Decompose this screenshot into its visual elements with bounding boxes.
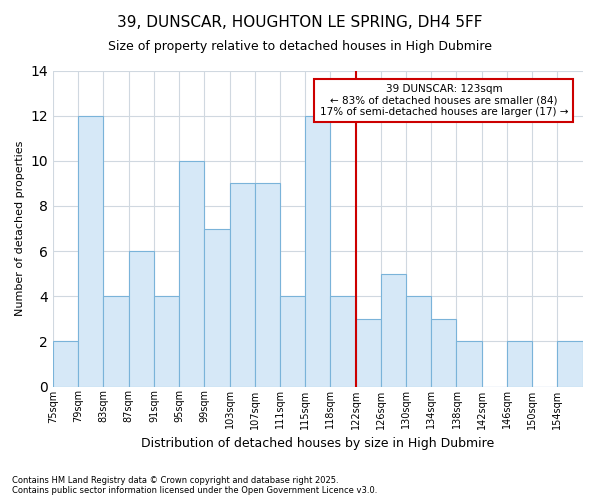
Bar	[331, 296, 356, 386]
Bar	[205, 228, 230, 386]
Bar	[255, 184, 280, 386]
Bar	[179, 161, 205, 386]
X-axis label: Distribution of detached houses by size in High Dubmire: Distribution of detached houses by size …	[141, 437, 494, 450]
Bar	[280, 296, 305, 386]
Bar	[128, 251, 154, 386]
Bar	[406, 296, 431, 386]
Text: 39, DUNSCAR, HOUGHTON LE SPRING, DH4 5FF: 39, DUNSCAR, HOUGHTON LE SPRING, DH4 5FF	[117, 15, 483, 30]
Bar	[381, 274, 406, 386]
Bar	[557, 342, 583, 386]
Text: 39 DUNSCAR: 123sqm
← 83% of detached houses are smaller (84)
17% of semi-detache: 39 DUNSCAR: 123sqm ← 83% of detached hou…	[320, 84, 568, 117]
Bar	[431, 319, 457, 386]
Bar	[305, 116, 331, 386]
Bar	[154, 296, 179, 386]
Bar	[53, 342, 78, 386]
Text: Contains HM Land Registry data © Crown copyright and database right 2025.
Contai: Contains HM Land Registry data © Crown c…	[12, 476, 377, 495]
Bar	[457, 342, 482, 386]
Text: Size of property relative to detached houses in High Dubmire: Size of property relative to detached ho…	[108, 40, 492, 53]
Bar	[78, 116, 103, 386]
Y-axis label: Number of detached properties: Number of detached properties	[15, 141, 25, 316]
Bar	[103, 296, 128, 386]
Bar	[507, 342, 532, 386]
Bar	[356, 319, 381, 386]
Bar	[230, 184, 255, 386]
